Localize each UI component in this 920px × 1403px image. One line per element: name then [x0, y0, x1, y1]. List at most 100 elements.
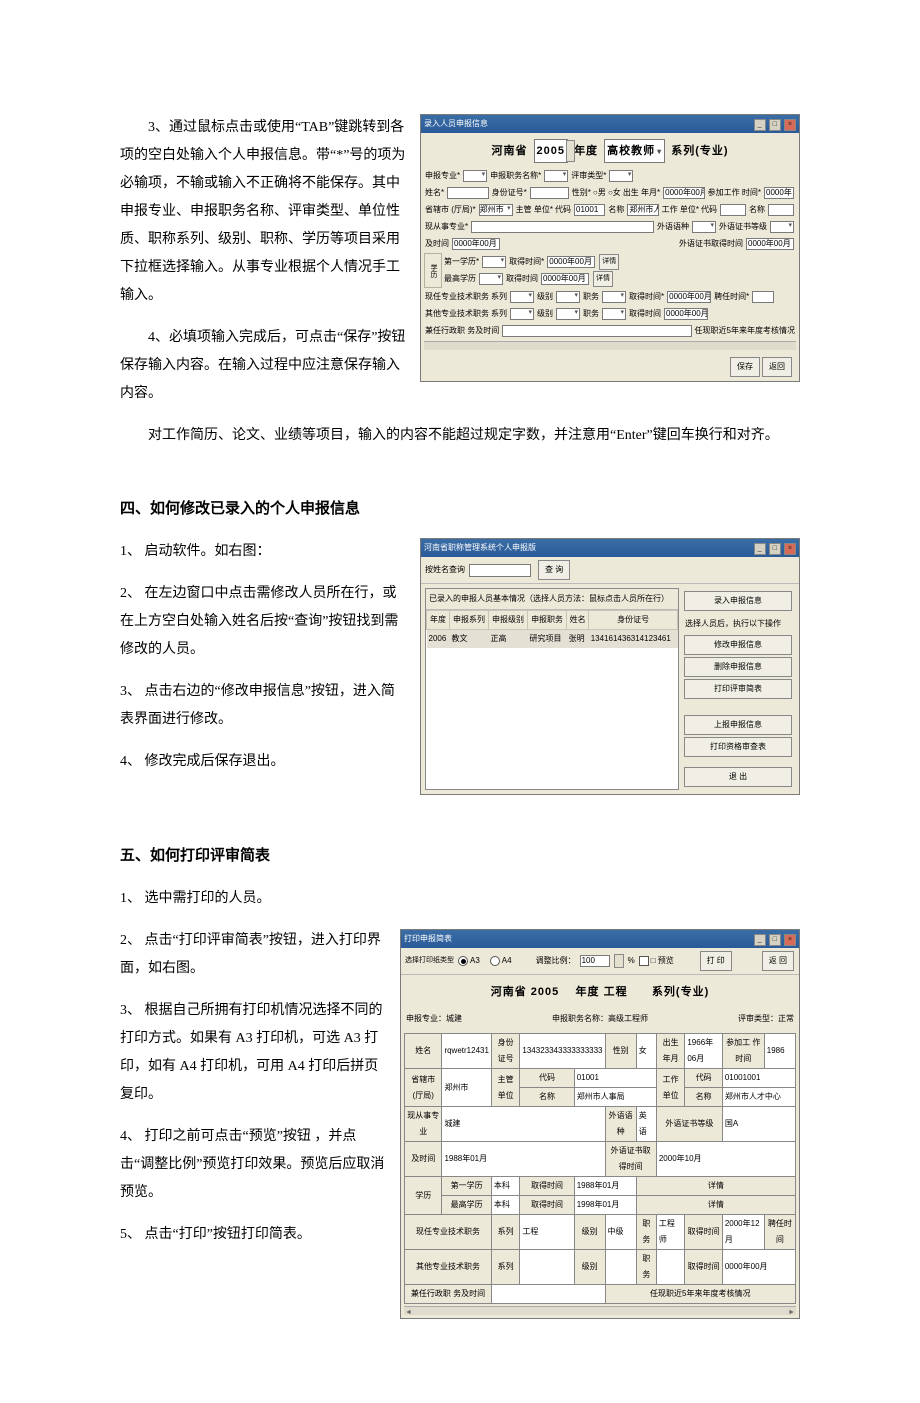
input-certtime[interactable]: 0000年00月 [746, 238, 794, 250]
label-cert: 外语证书等级 [718, 219, 768, 235]
checkbox-preview-label: □ 预览 [651, 953, 674, 969]
label-ot: 职务 [582, 306, 600, 322]
th-cgt: 取得时间 [685, 1215, 722, 1250]
save-button[interactable]: 保存 [730, 357, 760, 377]
edit-button[interactable]: 修改申报信息 [684, 635, 792, 655]
td-lang: 英语 [636, 1107, 656, 1142]
cell: 2006 [427, 630, 450, 649]
minimize-icon[interactable]: _ [754, 934, 766, 946]
sel-ot[interactable] [602, 308, 626, 320]
th-id: 身份 证号 [491, 1034, 519, 1069]
input-cgt[interactable]: 0000年00月 [667, 291, 711, 303]
radio-a4[interactable]: A4 [490, 953, 512, 969]
header-year[interactable]: 2005 [534, 139, 568, 163]
table-row: 学历 第一学历 本科 取得时间 1988年01月 详情 [405, 1177, 796, 1196]
th-first: 第一学历 [442, 1177, 491, 1196]
th-city: 省辖市 (厅局) [405, 1069, 442, 1107]
select-first-edu[interactable] [482, 256, 506, 268]
window-title: 打印申报简表 [404, 931, 452, 947]
input-adm[interactable] [502, 325, 691, 337]
input-ogt[interactable]: 0000年00月 [664, 308, 708, 320]
input-appt[interactable] [752, 291, 774, 303]
input-spectime[interactable]: 0000年00月 [452, 238, 500, 250]
sel-cl[interactable] [556, 291, 580, 303]
th-spec: 现从事专业 [405, 1107, 442, 1142]
detail-button-2[interactable]: 详情 [593, 271, 613, 287]
label-city: 省辖市 (厅局)* [424, 202, 477, 218]
select-lang[interactable] [692, 221, 716, 233]
select-top-edu[interactable] [479, 273, 503, 285]
exit-button[interactable]: 退 出 [684, 767, 792, 787]
print-qual-button[interactable]: 打印资格审查表 [684, 737, 792, 757]
search-button[interactable]: 查 询 [538, 560, 570, 580]
select-city[interactable]: 郑州市 [479, 204, 513, 216]
td-spectime: 1988年01月 [442, 1142, 605, 1177]
maximize-icon[interactable]: □ [769, 934, 781, 946]
main-wrap: 已录入的申报人员基本情况（选择人员方法：鼠标点击人员所在行） 年度 申报系列 申… [421, 584, 799, 794]
add-button[interactable]: 录入申报信息 [684, 591, 792, 611]
radio-a3[interactable]: A3 [458, 953, 480, 969]
input-dname[interactable]: 郑州市人事局 [627, 204, 658, 216]
input-et2[interactable]: 0000年00月 [541, 273, 589, 285]
th-birth: 出生年月 [656, 1034, 684, 1069]
close-icon[interactable]: × [784, 119, 796, 131]
form-content: 河南省 2005 年度 高校教师 系列(专业) 申报专业* 申报职务名称* 评审… [421, 133, 799, 353]
upload-button[interactable]: 上报申报信息 [684, 715, 792, 735]
label-certtime: 外语证书取得时间 [678, 236, 744, 252]
minimize-icon[interactable]: _ [754, 119, 766, 131]
td-id: 134323343333333333 [520, 1034, 605, 1069]
input-ratio[interactable]: 100 [580, 955, 610, 967]
detail-cell[interactable]: 详情 [636, 1177, 795, 1196]
radio-gender[interactable]: ○男 ○女 [592, 185, 622, 201]
detail-cell-2[interactable]: 详情 [636, 1196, 795, 1215]
input-wname[interactable] [768, 204, 794, 216]
maximize-icon[interactable]: □ [769, 119, 781, 131]
input-wcode[interactable] [720, 204, 746, 216]
label-appt: 聘任时间* [713, 289, 750, 305]
select-title[interactable] [544, 170, 568, 182]
select-major[interactable] [463, 170, 487, 182]
sel-cs[interactable] [510, 291, 534, 303]
close-icon[interactable]: × [784, 934, 796, 946]
input-et1[interactable]: 0000年00月 [547, 256, 595, 268]
select-type[interactable] [609, 170, 633, 182]
table-header-row: 年度 申报系列 申报级别 申报职务 姓名 身份证号 [427, 611, 678, 630]
cell: 正高 [489, 630, 528, 649]
input-name[interactable] [447, 187, 489, 199]
input-id[interactable] [530, 187, 569, 199]
print-review-button[interactable]: 打印评审简表 [684, 679, 792, 699]
table-row[interactable]: 2006 教文 正高 研究项目 张明 134161436314123461 [427, 630, 678, 649]
sel-ol[interactable] [556, 308, 580, 320]
ratio-spinner-icon[interactable] [614, 954, 624, 968]
maximize-icon[interactable]: □ [769, 543, 781, 555]
sel-os[interactable] [510, 308, 534, 320]
label-dname: 名称 [607, 202, 625, 218]
input-dcode[interactable]: 01001 [574, 204, 605, 216]
header-series[interactable]: 高校教师 [604, 139, 665, 163]
scrollbar[interactable] [404, 1306, 796, 1315]
label-adm: 兼任行政职 务及时间 [424, 323, 500, 339]
table-row: 最高学历 本科 取得时间 1998年01月 详情 [405, 1196, 796, 1215]
input-birth[interactable]: 0000年00月 [663, 187, 705, 199]
val-type: 正常 [778, 1011, 794, 1027]
th-wname: 名称 [685, 1088, 722, 1107]
close-icon[interactable]: × [784, 543, 796, 555]
back-button[interactable]: 返回 [762, 357, 792, 377]
input-work[interactable]: 0000年 [764, 187, 794, 199]
select-cert[interactable] [770, 221, 794, 233]
print-line1: 申报专业： 城建 申报职务名称： 高级工程师 评审类型： 正常 [406, 1011, 794, 1027]
radio-a3-label: A3 [470, 953, 480, 969]
input-search-name[interactable] [469, 564, 531, 577]
print-button[interactable]: 打 印 [700, 951, 732, 971]
label-dcode: 代码 [554, 202, 572, 218]
scrollbar[interactable] [424, 341, 796, 350]
back-button[interactable]: 返 回 [762, 951, 794, 971]
delete-button[interactable]: 删除申报信息 [684, 657, 792, 677]
checkbox-preview[interactable]: □ 预览 [639, 953, 674, 969]
detail-button[interactable]: 详情 [599, 254, 619, 270]
input-spec[interactable] [471, 221, 654, 233]
sel-ct[interactable] [602, 291, 626, 303]
minimize-icon[interactable]: _ [754, 543, 766, 555]
print-header-mid: 年度 工程 [576, 986, 628, 998]
print-content: 河南省 2005 年度 工程 系列(专业) 申报专业： 城建 申报职务名称： 高… [401, 975, 799, 1318]
